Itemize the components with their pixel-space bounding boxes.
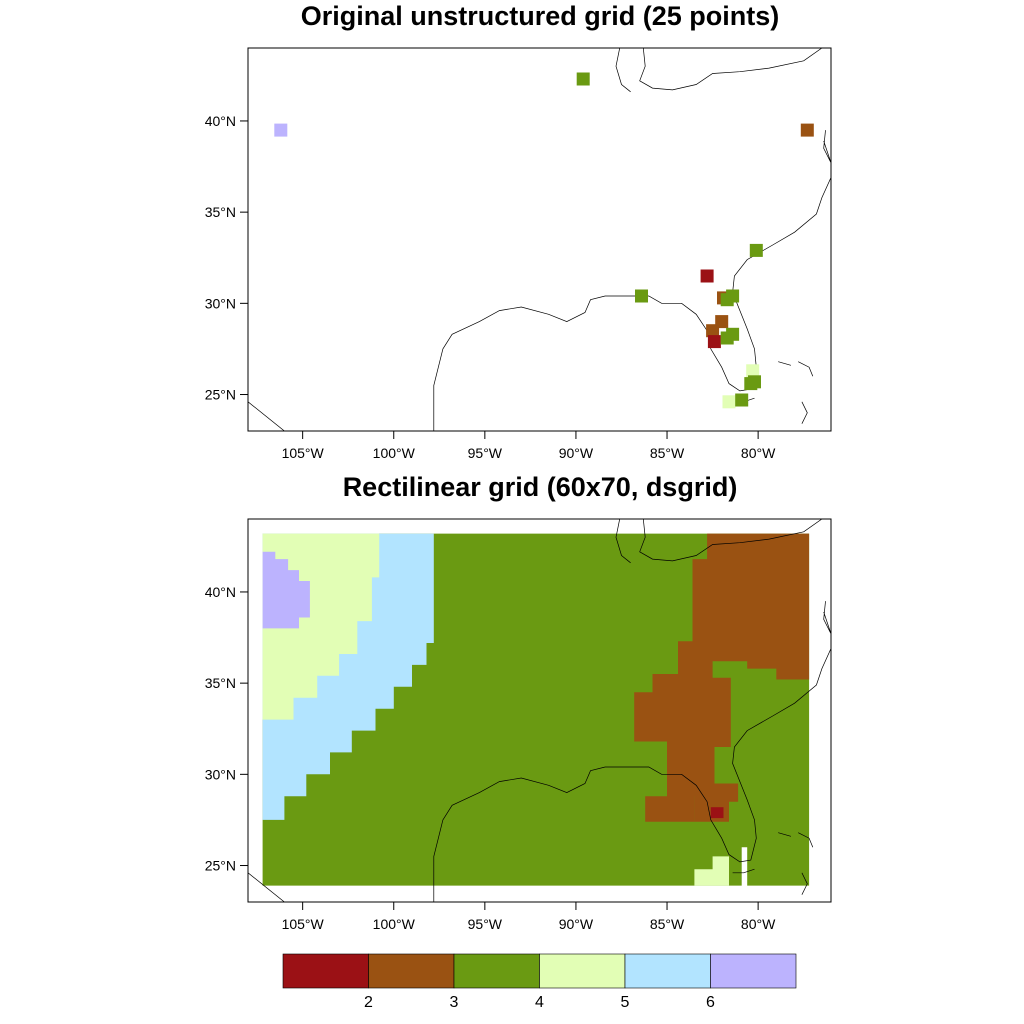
x-tick-label: 90°W [559, 445, 594, 461]
y-tick-label: 25°N [205, 858, 236, 874]
y-tick-label: 35°N [205, 675, 236, 691]
coastline-segment [732, 868, 755, 874]
panel2-coastlines [248, 519, 831, 902]
x-tick-label: 80°W [741, 916, 776, 932]
x-tick-label: 95°W [468, 916, 503, 932]
colorbar-label: 3 [450, 994, 459, 1011]
colorbar-label: 2 [364, 994, 373, 1011]
coastline-segment [248, 401, 285, 431]
colorbar-swatch [282, 953, 369, 989]
colorbar: 2 3 4 5 6 [282, 953, 797, 1011]
panel2-title: Rectilinear grid (60x70, dsgrid) [342, 472, 738, 502]
station-point-marker [700, 269, 714, 283]
station-point-marker [722, 395, 736, 409]
coastline-segment [639, 519, 823, 562]
y-tick-label: 30°N [205, 766, 236, 782]
station-point-marker [749, 243, 763, 257]
station-point-marker [726, 327, 740, 341]
station-point-marker [720, 293, 734, 307]
coastline-segment [248, 872, 285, 902]
station-point-marker [800, 123, 814, 137]
colorbar-swatch [624, 953, 711, 989]
coastline-segment [615, 519, 631, 564]
colorbar-label: 5 [621, 994, 630, 1011]
station-point-marker [746, 364, 760, 378]
coastline-segment [639, 48, 823, 91]
x-tick-label: 85°W [650, 916, 685, 932]
panel1-station-points [274, 72, 814, 409]
coastline-segment [801, 872, 808, 895]
y-tick-label: 30°N [205, 295, 236, 311]
grid-region-class-2 [667, 741, 739, 822]
coastline-segment [798, 361, 814, 377]
x-tick-label: 100°W [373, 916, 416, 932]
coastline-segment [433, 177, 831, 431]
coastline-segment [433, 648, 831, 902]
grid-region-class-4 [694, 856, 729, 886]
station-point-marker [635, 289, 648, 303]
panel1-axes: 105°W 100°W 95°W 90°W 85°W 80°W 25°N 30°N 35°N 40… [205, 113, 776, 461]
station-point-marker [706, 324, 720, 338]
panel1-title: Original unstructured grid (25 points) [300, 1, 780, 31]
coastline-segment [823, 601, 831, 635]
panel2-map: 105°W 100°W 95°W 90°W 85°W 80°W 25°N 30°N 35°N 40… [205, 518, 832, 932]
x-tick-label: 85°W [650, 445, 685, 461]
y-tick-label: 40°N [205, 584, 236, 600]
panel1-frame [247, 47, 832, 432]
y-tick-label: 35°N [205, 204, 236, 220]
x-tick-label: 105°W [282, 445, 325, 461]
y-tick-label: 25°N [205, 387, 236, 403]
x-tick-label: 100°W [373, 445, 416, 461]
coastline-segment [778, 361, 791, 366]
colorbar-swatch [368, 953, 455, 989]
coastline-segment [798, 832, 814, 848]
x-tick-label: 80°W [741, 445, 776, 461]
colorbar-label: 6 [706, 994, 715, 1011]
station-point-marker [274, 123, 288, 137]
y-tick-label: 40°N [205, 113, 236, 129]
panel1-coastlines [248, 48, 831, 431]
colorbar-label: 4 [535, 994, 544, 1011]
x-tick-label: 95°W [468, 445, 503, 461]
coastline-segment [615, 48, 631, 93]
grid-region-class-1 [710, 807, 724, 819]
coastline-segment [823, 130, 831, 164]
grid-region-class-6 [262, 551, 310, 629]
station-point-marker [576, 72, 590, 86]
panel1-map: 105°W 100°W 95°W 90°W 85°W 80°W 25°N 30°N 35°N 40… [205, 47, 832, 461]
station-point-marker [735, 393, 749, 407]
colorbar-swatch [710, 953, 797, 989]
panel2-frame [247, 518, 832, 903]
station-point-marker [707, 335, 721, 349]
colorbar-swatch [539, 953, 626, 989]
panel2-gridded-field [262, 533, 810, 886]
panel2-axes: 105°W 100°W 95°W 90°W 85°W 80°W 25°N 30°N 35°N 40… [205, 584, 776, 932]
station-point-marker [748, 375, 761, 389]
x-tick-label: 105°W [282, 916, 325, 932]
coastline-segment [778, 832, 791, 837]
x-tick-label: 90°W [559, 916, 594, 932]
coastline-segment [801, 401, 808, 424]
colorbar-swatch [453, 953, 540, 989]
